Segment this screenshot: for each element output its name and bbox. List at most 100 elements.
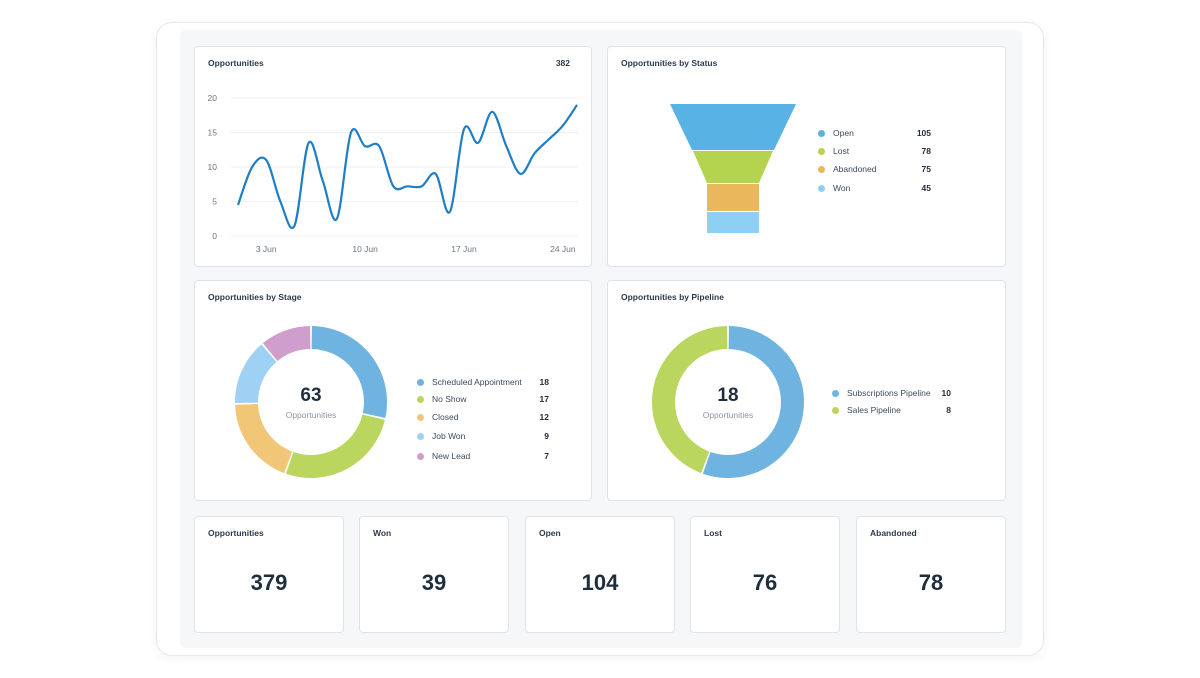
x-tick-label: 24 Jun [550,244,576,254]
opportunities-line-card[interactable]: Opportunities 382 20 15 10 5 0 3 Jun 10 Jun 17 … [194,46,592,267]
stat-card-won[interactable]: Won 39 [359,516,509,633]
legend-value: 78 [921,146,931,156]
donut-slice-job-won[interactable] [235,344,277,403]
legend-item-job-won[interactable]: Job Won [417,430,465,442]
legend-dot [417,378,424,386]
stat-value: 39 [421,570,447,595]
legend-label: New Lead [432,451,471,461]
card-title: Opportunities by Status [621,58,718,68]
legend-value: 45 [921,183,931,193]
legend-label: Job Won [432,431,466,441]
legend-dot [818,147,825,155]
funnel-segment-open[interactable] [670,104,796,150]
legend-label: No Show [432,394,467,404]
card-title: Opportunities by Pipeline [621,292,724,302]
legend-value: 7 [544,451,549,461]
stage-legend: Scheduled Appointment No Show Closed Job… [417,376,557,466]
card-count: 382 [555,58,570,68]
status-legend: Open Lost Abandoned Won 105 78 75 45 [818,127,931,197]
legend-item-subscriptions-pipeline[interactable]: Subscriptions Pipeline [832,387,931,399]
legend-label: Closed [432,412,459,422]
legend-label: Sales Pipeline [847,405,901,415]
stat-card-open[interactable]: Open 104 [525,516,675,633]
legend-dot [832,389,839,397]
legend-item-won[interactable]: Won [818,182,850,194]
line-series[interactable] [236,104,578,229]
stage-donut-chart [235,326,387,478]
legend-item-new-lead[interactable]: New Lead [417,450,470,462]
stat-label: Abandoned [870,528,917,538]
legend-item-closed[interactable]: Closed [417,411,458,423]
legend-value: 12 [539,412,549,422]
y-tick-label: 15 [208,128,218,138]
legend-dot [417,413,424,421]
stat-label: Opportunities [208,528,264,538]
pipeline-donut-card[interactable]: Opportunities by Pipeline 18 Opportuniti… [607,280,1006,501]
status-funnel-card[interactable]: Opportunities by Status Open Lost Abando… [607,46,1006,267]
x-tick-label: 10 Jun [352,244,378,254]
funnel-segment-abandoned[interactable] [707,184,759,211]
y-tick-label: 0 [212,231,217,241]
donut-slice-sales-pipeline[interactable] [652,326,728,474]
stat-label: Lost [704,528,722,538]
donut-slice-no-show[interactable] [285,414,385,478]
legend-value: 8 [946,405,951,415]
legend-value: 18 [539,377,549,387]
pipeline-donut-chart [652,326,804,478]
stat-value: 104 [581,570,619,595]
legend-dot [818,129,825,137]
stat-value: 76 [752,570,778,595]
legend-item-no-show[interactable]: No Show [417,393,467,405]
legend-value: 105 [916,128,931,138]
donut-slice-scheduled-appointment[interactable] [311,326,387,418]
legend-value: 75 [921,164,931,174]
legend-item-scheduled-appointment[interactable]: Scheduled Appointment [417,376,522,388]
stat-card-abandoned[interactable]: Abandoned 78 [856,516,1006,633]
stat-card-lost[interactable]: Lost 76 [690,516,840,633]
y-tick-label: 10 [208,162,218,172]
funnel-segment-lost[interactable] [693,151,773,183]
stage-center-value: 63 [300,385,322,406]
pipeline-center-value: 18 [717,385,739,406]
legend-dot [417,452,424,460]
stage-center-label: Opportunities [285,410,337,420]
y-tick-label: 20 [208,93,218,103]
legend-dot [417,432,424,440]
legend-label: Lost [833,146,850,156]
legend-dot [417,395,424,403]
stat-card-opportunities[interactable]: Opportunities 379 [194,516,344,633]
funnel-chart [670,104,796,233]
legend-item-sales-pipeline[interactable]: Sales Pipeline [832,404,901,416]
donut-slice-subscriptions-pipeline[interactable] [702,326,804,478]
legend-label: Abandoned [833,164,877,174]
legend-dot [832,406,839,414]
x-tick-label: 17 Jun [451,244,477,254]
donut-slice-closed[interactable] [235,403,293,474]
legend-dot [818,184,825,192]
legend-item-open[interactable]: Open [818,127,854,139]
stat-label: Open [539,528,561,538]
legend-value: 17 [539,394,549,404]
legend-value: 9 [544,431,549,441]
funnel-segment-won[interactable] [707,212,759,233]
stat-label: Won [373,528,392,538]
stage-donut-card[interactable]: Opportunities by Stage 63 Opportunities … [194,280,592,501]
legend-label: Won [833,183,851,193]
x-tick-label: 3 Jun [256,244,277,254]
legend-item-abandoned[interactable]: Abandoned [818,163,877,175]
stat-value: 78 [918,570,944,595]
line-chart: 20 15 10 5 0 3 Jun 10 Jun 17 Jun 24 Jun [208,93,579,254]
pipeline-legend: Subscriptions Pipeline Sales Pipeline 10… [832,387,972,417]
stat-value: 379 [250,570,288,595]
pipeline-center-label: Opportunities [702,410,754,420]
legend-dot [818,165,825,173]
legend-label: Subscriptions Pipeline [847,388,931,398]
legend-label: Open [833,128,854,138]
card-title: Opportunities by Stage [208,292,302,302]
legend-label: Scheduled Appointment [432,377,522,387]
legend-item-lost[interactable]: Lost [818,145,849,157]
legend-value: 10 [941,388,951,398]
donut-slice-new-lead[interactable] [262,326,311,361]
y-tick-label: 5 [212,197,217,207]
card-title: Opportunities [208,58,264,68]
